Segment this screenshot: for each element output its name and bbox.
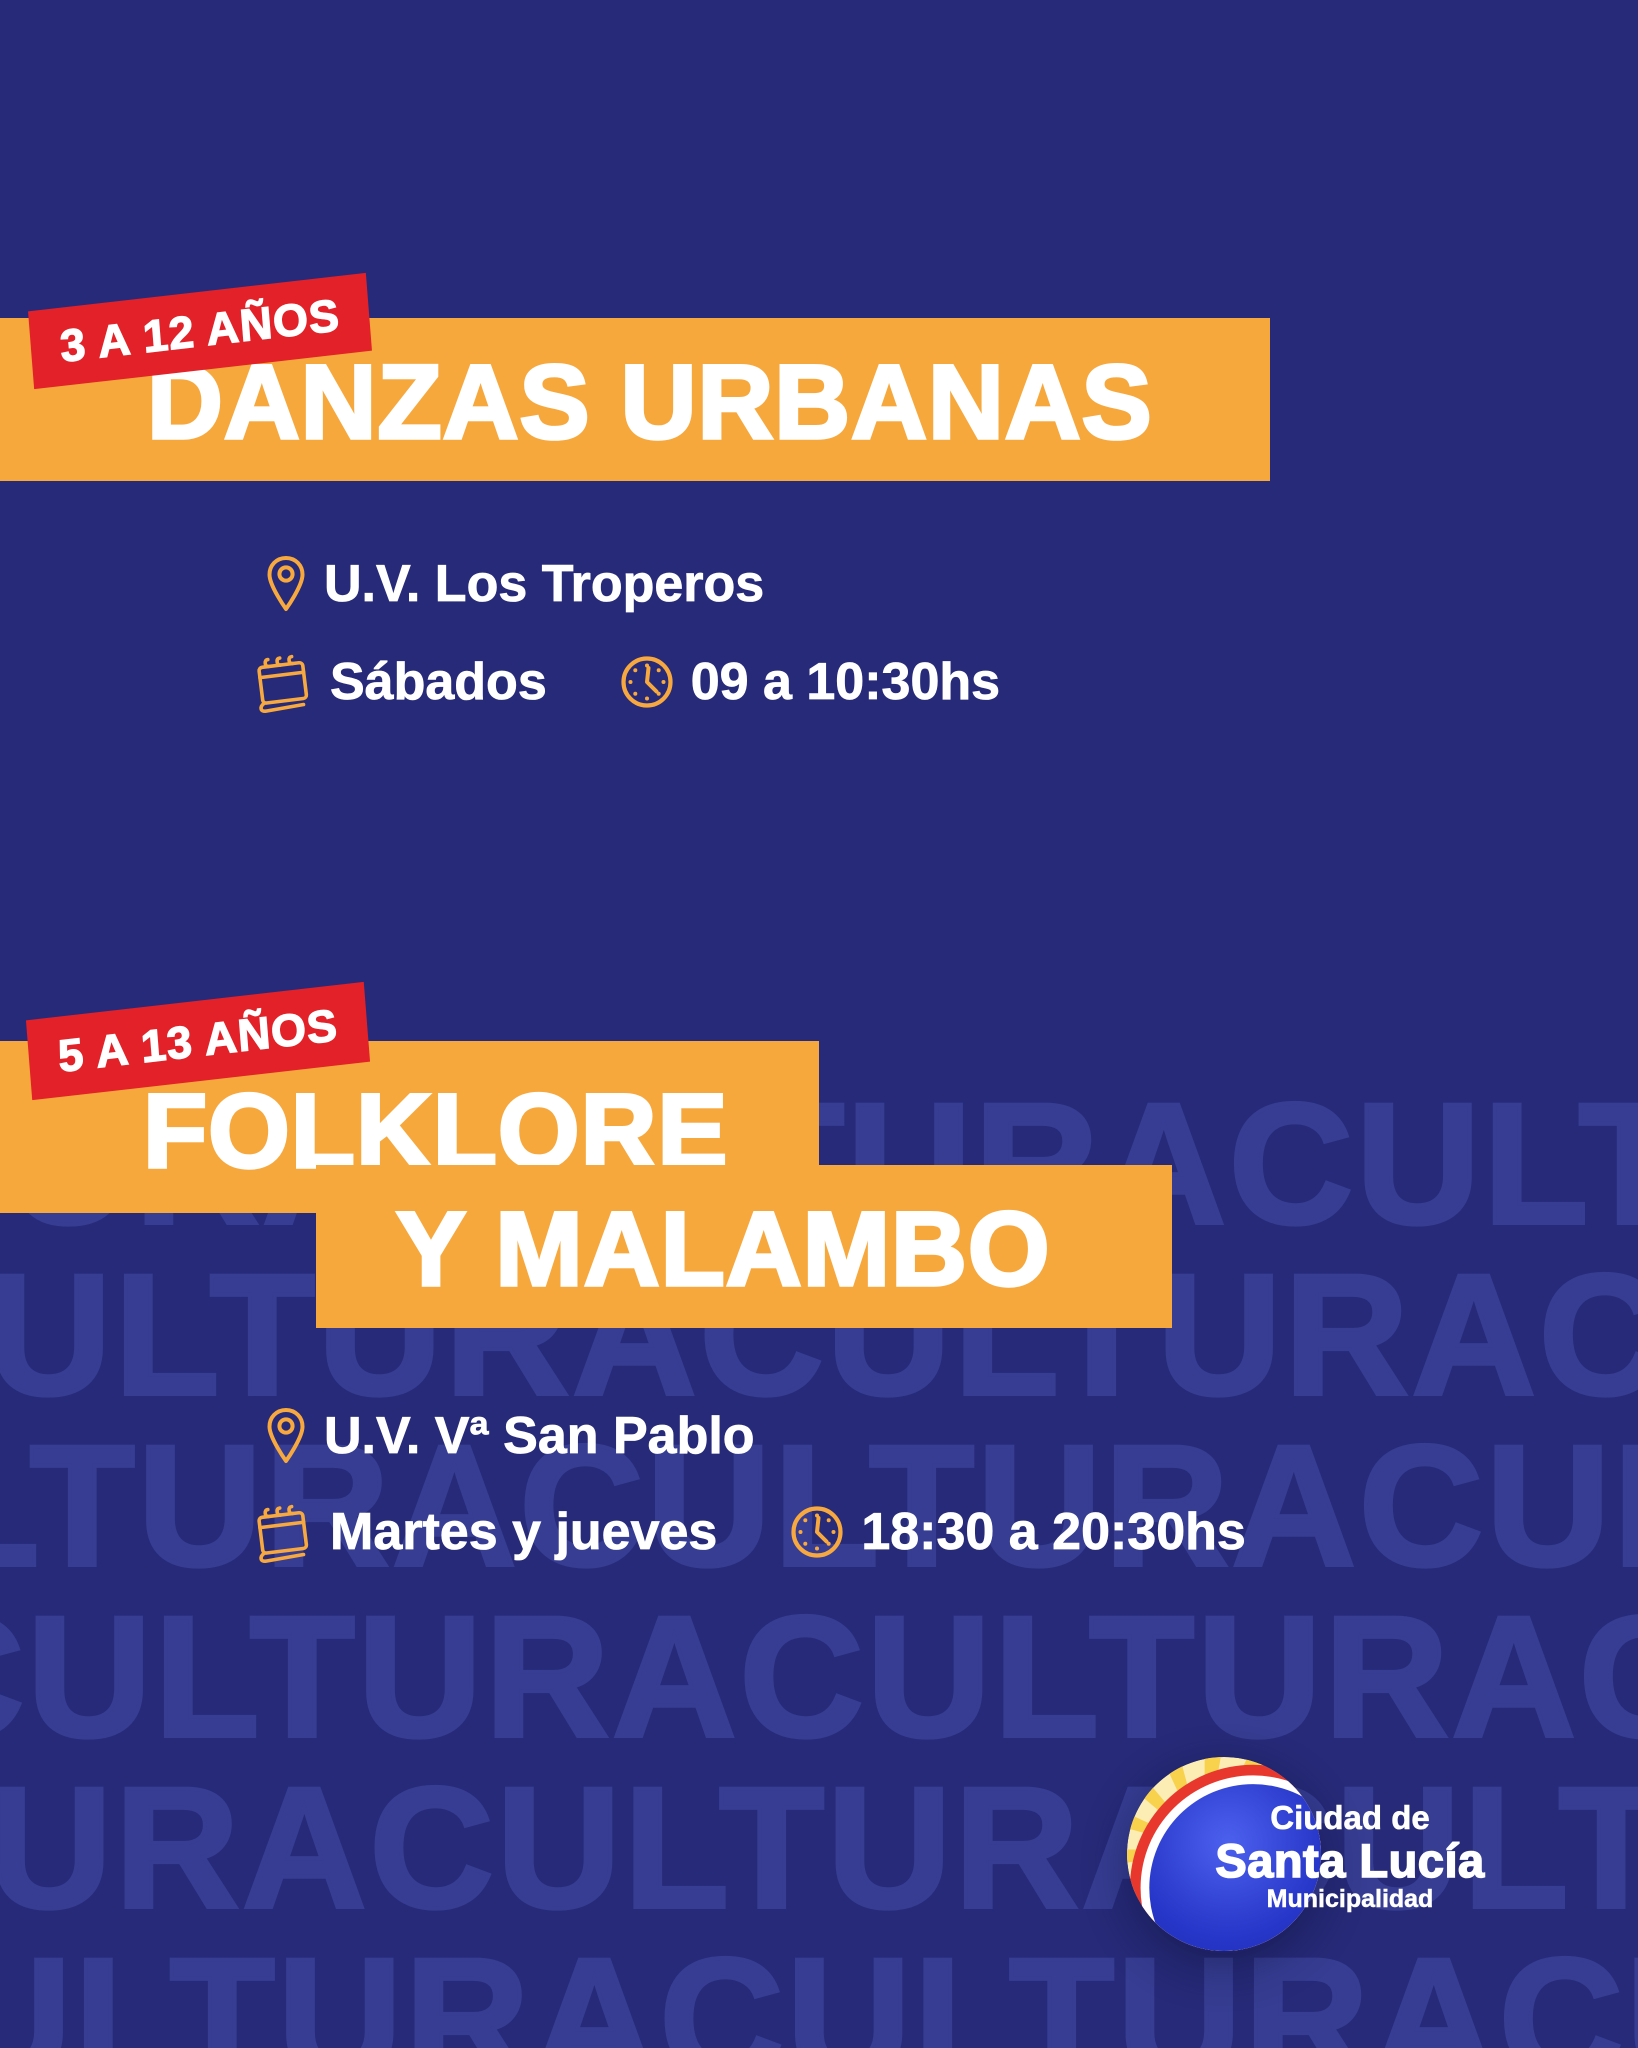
clock-icon: [791, 1506, 843, 1558]
watermark-text-row: CULTURACULTURACULTURACULTURA: [0, 1752, 1638, 1944]
logo-line-municipalidad: Municipalidad: [1266, 1884, 1434, 1913]
danzas-days-label: Sábados: [330, 653, 548, 712]
municipality-logo-text: Ciudad de Santa Lucía Municipalidad: [1188, 1799, 1512, 1913]
clock-icon: [621, 656, 673, 708]
folklore-location-label: U.V. Vª San Pablo: [324, 1407, 755, 1466]
map-pin-icon: [267, 1408, 305, 1463]
watermark-text-row: CULTURACULTURACULTURACULTURA: [0, 1923, 1638, 2048]
section-title-malambo: Y MALAMBO: [394, 1191, 1051, 1308]
section-title-danzas: DANZAS URBANAS: [145, 344, 1153, 461]
watermark-text-row: CULTURACULTURACULTURACULTURA: [0, 1410, 1638, 1602]
danzas-time-label: 09 a 10:30hs: [690, 653, 1001, 712]
folklore-location-row: U.V. Vª San Pablo: [266, 1400, 755, 1472]
watermark-text-row: CULTURACULTURACULTURACULTURA: [0, 1581, 1638, 1773]
danzas-location-label: U.V. Los Troperos: [324, 555, 765, 614]
folklore-schedule-row: Martes y jueves 18:30 a 20:30hs: [252, 1494, 1246, 1570]
map-pin-icon: [267, 556, 305, 611]
sun-sphere-logo-icon: [1127, 1757, 1321, 1951]
danzas-schedule-row: Sábados 09 a 10:30hs: [252, 644, 1000, 720]
municipality-logo: [1127, 1757, 1321, 1951]
folklore-time-label: 18:30 a 20:30hs: [861, 1503, 1246, 1562]
logo-line-santa-lucia: Santa Lucía: [1215, 1833, 1485, 1887]
logo-line-ciudad-de: Ciudad de: [1270, 1799, 1430, 1836]
calendar-icon: [257, 654, 309, 713]
title-banner-malambo: Y MALAMBO: [316, 1165, 1172, 1328]
danzas-location-row: U.V. Los Troperos: [266, 548, 765, 620]
folklore-days-label: Martes y jueves: [330, 1503, 718, 1562]
calendar-icon: [257, 1504, 309, 1563]
